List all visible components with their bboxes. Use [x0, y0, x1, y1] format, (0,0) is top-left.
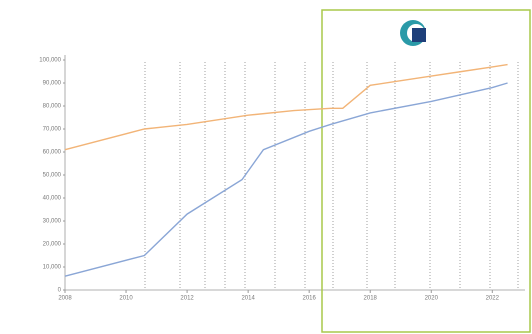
y-tick-label: 10,000 [43, 265, 62, 271]
x-tick-label: 2014 [241, 296, 255, 302]
y-tick-label: 60,000 [43, 150, 62, 156]
y-tick-label: 100,000 [39, 58, 61, 64]
y-tick-label: 40,000 [43, 196, 62, 202]
x-tick-label: 2016 [303, 296, 317, 302]
logo [400, 20, 426, 46]
x-tick-label: 2012 [180, 296, 194, 302]
y-tick-label: 30,000 [43, 219, 62, 225]
x-tick-label: 2008 [58, 296, 72, 302]
y-tick-label: 90,000 [43, 81, 62, 87]
x-tick-label: 2022 [486, 296, 500, 302]
series-line [64, 63, 508, 151]
y-tick-label: 70,000 [43, 127, 62, 133]
y-tick-label: 80,000 [43, 104, 62, 110]
y-tick-label: 20,000 [43, 242, 62, 248]
y-tick-label: 50,000 [43, 173, 62, 179]
event-lines [144, 62, 519, 290]
y-tick-label: 0 [58, 288, 62, 294]
highlight-box [321, 9, 531, 333]
x-tick-label: 2020 [425, 296, 439, 302]
x-tick-label: 2010 [119, 296, 133, 302]
x-tick-label: 2018 [364, 296, 378, 302]
series-line [64, 82, 508, 277]
